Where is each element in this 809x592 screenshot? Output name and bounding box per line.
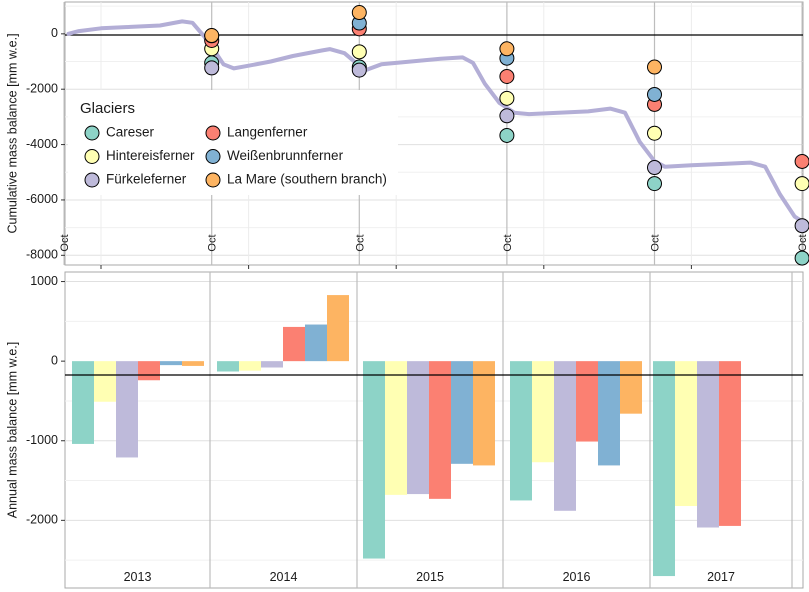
glacier-point-4-3	[794, 153, 809, 169]
bar-2014-4	[305, 324, 327, 362]
legend: Glaciers Careser Hintereisferner Fürkelefe…	[68, 90, 398, 195]
bottom-year-separators	[209, 272, 793, 588]
top-y-axis-title: Cumulative mass balance [mm w.e.]	[5, 33, 19, 233]
october-label: Oct	[502, 234, 514, 251]
bar-2013-2	[116, 361, 138, 458]
top-y-ticks: 0 -2000 -4000 -6000 -8000	[26, 26, 65, 262]
october-label: Oct	[797, 234, 809, 251]
legend-label-0: Careser	[106, 125, 155, 140]
top-panel: Oct Oct Oct Oct Oct Oct 0 -2000 -4000 -6000 -8000…	[5, 1, 809, 285]
bar-2015-2	[407, 361, 429, 495]
annual-bars	[72, 295, 741, 577]
glacier-point-0-5	[204, 27, 220, 43]
legend-swatch-2	[84, 172, 100, 188]
top-y-tick-label: 0	[51, 26, 58, 40]
legend-title: Glaciers	[80, 100, 135, 117]
glacier-point-4-0	[794, 250, 809, 266]
bar-2013-5	[182, 361, 204, 366]
bottom-y-tick-label: -2000	[26, 513, 58, 527]
legend-swatch-4	[205, 149, 221, 164]
glacier-point-3-2	[647, 160, 662, 176]
legend-swatch-0	[84, 125, 100, 141]
bottom-y-tick-label: 0	[51, 353, 58, 367]
legend-label-5: La Mare (southern branch)	[227, 172, 387, 187]
bar-2013-3	[138, 361, 160, 381]
bar-2016-1	[532, 361, 554, 463]
bar-2014-2	[261, 361, 283, 368]
bar-2013-4	[160, 361, 182, 366]
bar-2015-3	[429, 361, 451, 499]
glacier-point-4-1	[794, 176, 809, 192]
october-label: Oct	[59, 234, 71, 251]
glacier-points	[204, 5, 809, 266]
bar-2014-5	[327, 295, 349, 362]
legend-background	[68, 90, 398, 195]
year-label-2015: 2015	[416, 570, 444, 584]
year-label-2016: 2016	[563, 570, 591, 584]
year-label-2017: 2017	[707, 570, 735, 584]
glacier-point-4-2	[794, 218, 809, 234]
legend-label-1: Hintereisferner	[106, 148, 195, 163]
glacier-point-1-1	[351, 44, 367, 60]
bottom-y-tick-label: 1000	[30, 274, 58, 288]
bar-2016-0	[510, 361, 532, 501]
glacier-point-2-3	[499, 68, 515, 84]
bottom-gridlines	[65, 281, 803, 561]
glacier-point-3-4	[647, 86, 662, 102]
legend-label-3: Langenferner	[227, 125, 308, 140]
bottom-panel: 1000 0 -1000 -2000 2013 2014 2015 2016 2017 Ann…	[5, 271, 804, 589]
bar-2015-5	[473, 361, 495, 466]
bar-2016-4	[598, 361, 620, 466]
year-label-2014: 2014	[270, 570, 298, 584]
top-y-tick-label: -2000	[26, 82, 58, 96]
glacier-point-1-5	[351, 5, 367, 21]
bar-2014-1	[239, 361, 261, 371]
year-label-2013: 2013	[124, 570, 152, 584]
bar-2016-2	[554, 361, 576, 511]
glacier-point-2-2	[499, 108, 515, 124]
bar-2015-0	[363, 361, 385, 559]
bar-2014-0	[217, 361, 239, 372]
october-label: Oct	[207, 234, 219, 251]
bar-2014-3	[283, 326, 305, 362]
bottom-year-labels: 2013 2014 2015 2016 2017	[124, 570, 735, 584]
glacier-point-2-5	[499, 41, 515, 57]
bottom-y-tick-label: -1000	[26, 433, 58, 447]
legend-label-2: Fürkeleferner	[106, 172, 187, 187]
legend-swatch-1	[84, 149, 100, 164]
bar-2016-5	[620, 361, 642, 414]
bar-2017-2	[697, 361, 719, 528]
legend-entries: Careser Hintereisferner Fürkeleferner Lange…	[84, 125, 387, 188]
top-y-tick-label: -8000	[26, 248, 58, 262]
bar-2017-1	[675, 361, 697, 507]
glacier-point-3-5	[647, 59, 662, 75]
glacier-point-3-0	[647, 176, 662, 192]
legend-label-4: Weißenbrunnferner	[227, 148, 344, 163]
top-october-labels: Oct Oct Oct Oct Oct Oct	[59, 234, 809, 251]
bar-2015-1	[385, 361, 407, 495]
legend-swatch-5	[205, 172, 221, 188]
october-label: Oct	[354, 234, 366, 251]
october-label: Oct	[650, 234, 662, 251]
legend-swatch-3	[205, 125, 221, 141]
bar-2013-1	[94, 361, 116, 402]
bar-2017-3	[719, 361, 741, 526]
bottom-y-axis-title: Annual mass balance [mm w.e.]	[5, 342, 19, 518]
bottom-y-ticks: 1000 0 -1000 -2000	[26, 274, 65, 527]
top-y-tick-label: -4000	[26, 137, 58, 151]
glacier-point-1-2	[351, 62, 367, 78]
top-y-tick-label: -6000	[26, 192, 58, 206]
bar-2013-0	[72, 361, 94, 444]
bar-2016-3	[576, 361, 598, 442]
cumulative-balance-line	[66, 19, 809, 229]
glacier-point-2-1	[499, 90, 515, 106]
bar-2015-4	[451, 361, 473, 464]
glacier-point-2-0	[499, 127, 515, 143]
bar-2017-0	[653, 361, 675, 577]
glacier-point-0-2	[204, 60, 220, 76]
glacier-point-3-1	[647, 125, 662, 141]
